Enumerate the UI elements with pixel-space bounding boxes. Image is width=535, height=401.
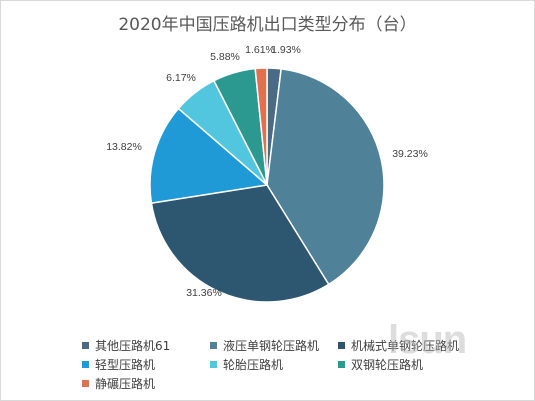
legend-item: 液压单钢轮压路机 xyxy=(210,337,319,354)
legend-swatch xyxy=(82,380,89,387)
legend-label: 静碾压路机 xyxy=(95,377,156,391)
legend-label: 轮胎压路机 xyxy=(223,358,284,372)
legend-label: 双钢轮压路机 xyxy=(351,358,424,372)
data-label: 5.88% xyxy=(210,51,240,63)
chart-title: 2020年中国压路机出口类型分布（台） xyxy=(118,15,417,35)
legend-swatch xyxy=(82,342,89,349)
data-label: 1.93% xyxy=(271,44,301,56)
legend-label: 轻型压路机 xyxy=(95,358,156,372)
legend-item: 静碾压路机 xyxy=(82,375,155,392)
watermark: lsun xyxy=(388,318,467,362)
data-label: 13.82% xyxy=(106,141,142,153)
data-label: 1.61% xyxy=(245,44,275,56)
pie-slice xyxy=(266,68,385,286)
legend-label: 其他压路机61 xyxy=(95,339,171,353)
legend-item: 双钢轮压路机 xyxy=(338,356,423,373)
legend-label: 机械式单钢轮压路机 xyxy=(351,339,460,353)
legend-swatch xyxy=(210,342,217,349)
legend-swatch xyxy=(338,342,345,349)
pie-slice xyxy=(254,67,268,186)
pie-slice xyxy=(149,107,269,205)
legend-label: 液压单钢轮压路机 xyxy=(223,339,320,353)
legend-item: 轻型压路机 xyxy=(82,356,155,373)
legend-item: 其他压路机61 xyxy=(82,337,170,354)
data-label: 39.23% xyxy=(392,148,428,160)
legend-item: 机械式单钢轮压路机 xyxy=(338,337,459,354)
pie-slice xyxy=(150,184,330,303)
data-label: 31.36% xyxy=(186,287,222,299)
data-label: 6.17% xyxy=(166,72,196,84)
legend-swatch xyxy=(210,361,217,368)
legend-item: 轮胎压路机 xyxy=(210,356,283,373)
legend-swatch xyxy=(82,361,89,368)
legend-swatch xyxy=(338,361,345,368)
